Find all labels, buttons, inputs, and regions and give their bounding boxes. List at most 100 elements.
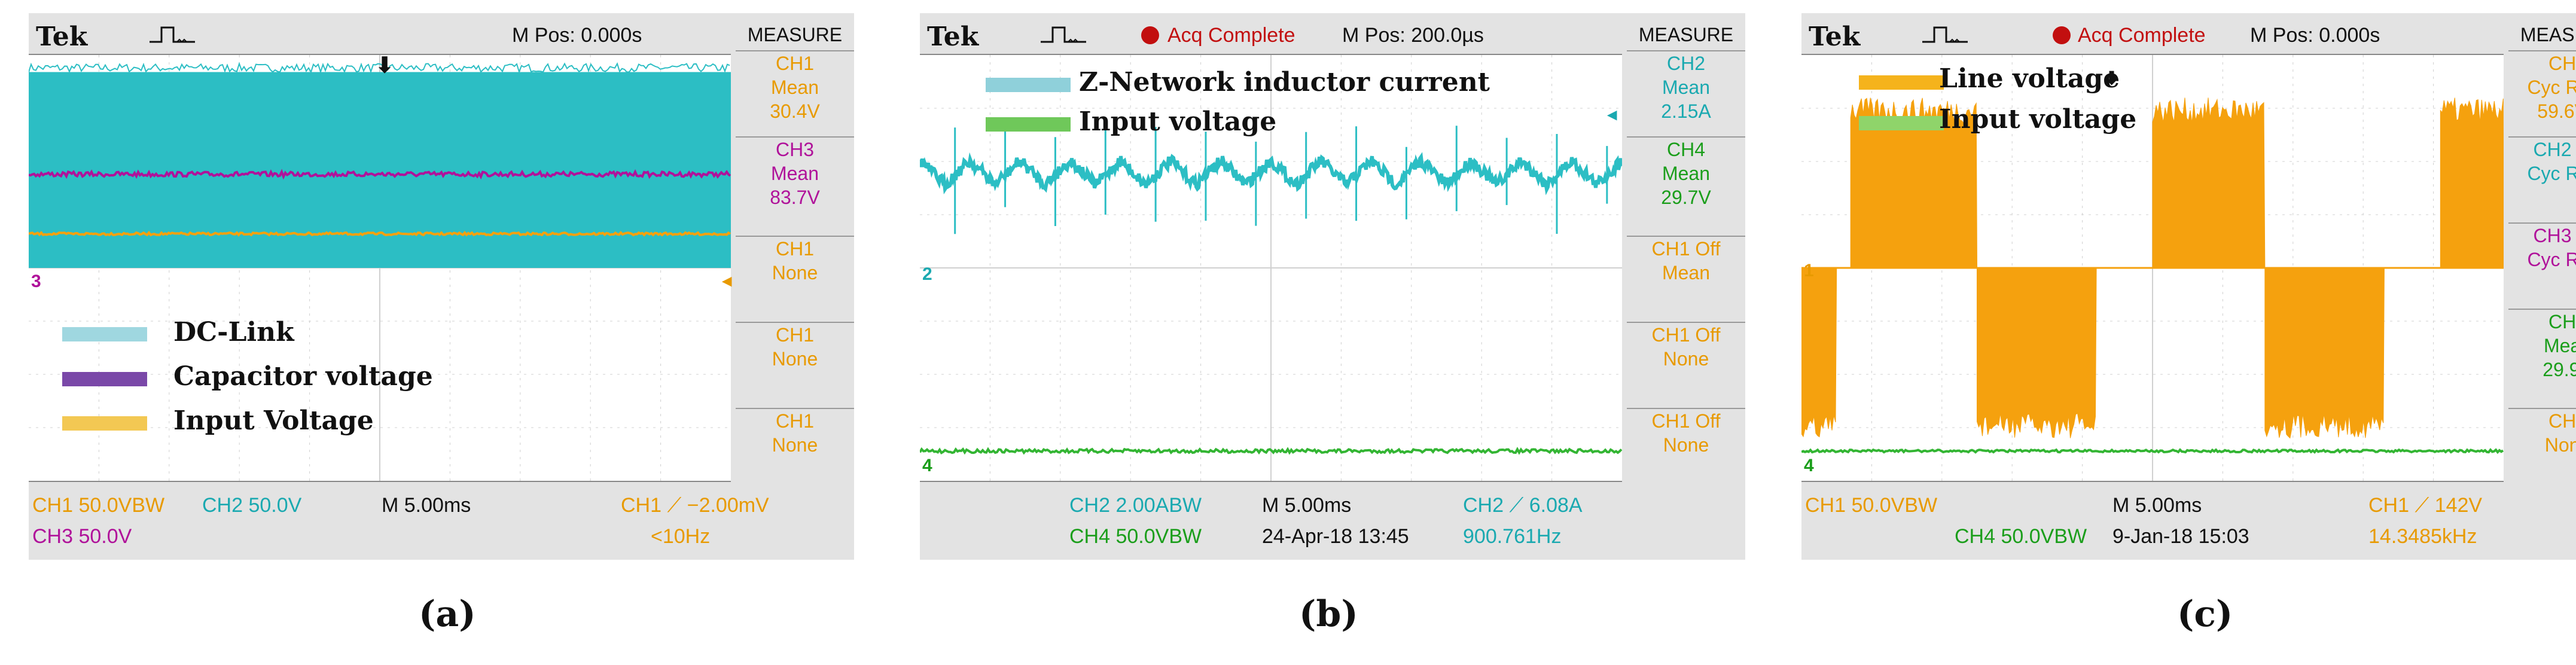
- measure-channel: CH4: [1666, 139, 1705, 160]
- measure-slot-3[interactable]: CH3 Off Cyc RMS: [2508, 222, 2576, 272]
- footer-ch3-scale: CH3 50.0V: [32, 525, 132, 548]
- footer-frequency: 900.761Hz: [1463, 525, 1562, 548]
- measure-slot-5[interactable]: CH1 Off None: [1627, 408, 1745, 457]
- measure-slot-4[interactable]: CH4 Mean 29.9V: [2508, 309, 2576, 382]
- measure-type: None: [1663, 434, 1709, 456]
- footer-ch4-scale: CH4 50.0VBW: [1955, 525, 2087, 548]
- footer-date: 9-Jan-18 15:03: [2112, 525, 2249, 548]
- measure-channel: CH1: [775, 324, 814, 346]
- footer-timebase: M 5.00ms: [382, 494, 471, 517]
- footer-timebase: M 5.00ms: [1262, 494, 1352, 517]
- measure-value: 83.7V: [770, 187, 820, 208]
- measure-value: 29.9V: [2543, 359, 2576, 380]
- legend-swatch-inductor-current: [986, 78, 1071, 92]
- measure-slot-5[interactable]: CH1 None: [2508, 408, 2576, 457]
- acquire-pulse-icon: [1922, 26, 1968, 43]
- acq-status: Acq Complete: [1167, 24, 1295, 47]
- measure-type: None: [772, 348, 818, 370]
- measure-slot-1[interactable]: CH1 Cyc RMS 59.6V?: [2508, 50, 2576, 123]
- footer-date: 24-Apr-18 13:45: [1262, 525, 1409, 548]
- series-line-voltage-block: [2264, 267, 2385, 439]
- series-input-voltage: [29, 230, 731, 237]
- acquire-pulse-icon: [1041, 26, 1086, 43]
- trigger-position-icon: ⬇: [2104, 69, 2120, 89]
- footer-ch4-scale: CH4 50.0VBW: [1069, 525, 1202, 548]
- legend-line-voltage: Line voltage: [1939, 63, 2120, 94]
- measure-channel: CH2 Off: [2533, 139, 2576, 160]
- trigger-level-marker: ◂: [723, 271, 732, 291]
- measure-type: Mean: [770, 77, 819, 98]
- footer-ch1-scale: CH1 50.0VBW: [32, 494, 165, 517]
- legend-input: Input Voltage: [173, 405, 374, 436]
- measure-type: None: [1663, 348, 1709, 370]
- measure-title: MEASURE: [1638, 24, 1734, 45]
- measure-slot-4[interactable]: CH1 Off None: [1627, 322, 1745, 371]
- footer-ch2-scale: CH2 50.0V: [202, 494, 302, 517]
- measure-type: Cyc RMS: [2527, 249, 2576, 270]
- series-line-voltage-block: [1977, 267, 2097, 438]
- legend-inductor-current: Z-Network inductor current: [1079, 67, 1490, 97]
- series-line-voltage-block: [2440, 97, 2504, 269]
- measure-channel: CH3: [775, 139, 814, 160]
- measure-slot-1[interactable]: CH1 Mean 30.4V: [736, 50, 854, 123]
- caption-b: (b): [1299, 593, 1358, 635]
- scope-panel-b: Tek Acq Complete M Pos: 200.0µs MEASURE …: [920, 13, 1745, 560]
- legend-swatch-line-voltage: [1859, 75, 1944, 90]
- acq-status-icon: [2053, 26, 2071, 44]
- series-input-voltage: [1801, 448, 2504, 454]
- footer-frequency: <10Hz: [651, 525, 711, 548]
- channel-marker-1: 1: [1804, 261, 1814, 280]
- measure-type: Mean: [1662, 77, 1711, 98]
- legend-swatch-input-voltage: [1859, 116, 1944, 130]
- legend-input-voltage: Input voltage: [1939, 104, 2137, 135]
- trigger-level-marker: ◂: [1608, 105, 1617, 124]
- measure-type: Mean: [770, 163, 819, 184]
- acq-status: Acq Complete: [2078, 24, 2206, 47]
- scope-panel-a: Tek M Pos: 0.000s MEASURE CH1 Mean 30.4V…: [29, 13, 854, 560]
- series-capacitor-voltage: [29, 169, 731, 180]
- trigger-position-icon: ⬇: [376, 53, 394, 77]
- measure-type: None: [2544, 434, 2576, 456]
- caption-a: (a): [419, 593, 476, 635]
- measure-slot-1[interactable]: CH2 Mean 2.15A: [1627, 50, 1745, 123]
- series-dc-link: [29, 72, 731, 269]
- measure-slot-5[interactable]: CH1 None: [736, 408, 854, 457]
- footer-trigger: CH1 ⟋ 142V: [2368, 494, 2483, 517]
- acquire-pulse-icon: [150, 26, 195, 43]
- measure-slot-2[interactable]: CH3 Mean 83.7V: [736, 136, 854, 209]
- measure-channel: CH1 Off: [1651, 324, 1721, 346]
- measure-slot-3[interactable]: CH1 None: [736, 236, 854, 285]
- acq-status-icon: [1141, 26, 1159, 44]
- measure-type: None: [772, 262, 818, 283]
- measure-channel: CH1: [2548, 53, 2576, 74]
- channel-marker-2: 2: [922, 264, 932, 284]
- series-line-voltage-block: [1850, 97, 1978, 269]
- channel-marker-4: 4: [922, 456, 932, 475]
- measure-title: MEASURE: [747, 24, 843, 45]
- measure-value: 2.15A: [1661, 100, 1711, 122]
- waveform-screen: Line voltage Input voltage: [1801, 54, 2504, 482]
- channel-marker-4: 4: [1804, 456, 1814, 475]
- footer-trigger: CH2 ⟋ 6.08A: [1463, 494, 1583, 517]
- brand-logo: Tek: [36, 22, 88, 52]
- series-dc-link-ripple: [29, 62, 730, 74]
- measure-slot-3[interactable]: CH1 Off Mean: [1627, 236, 1745, 285]
- waveform-screen: DC-Link Capacitor voltage Input Voltage: [29, 54, 731, 482]
- brand-logo: Tek: [1809, 22, 1861, 52]
- measure-value: 59.6V?: [2537, 100, 2576, 122]
- measure-type: None: [772, 434, 818, 456]
- measure-slot-2[interactable]: CH2 Off Cyc RMS: [2508, 136, 2576, 185]
- measure-title: MEASURE: [2520, 24, 2576, 45]
- measure-channel: CH1 Off: [1651, 410, 1721, 432]
- series-line-voltage-block: [2152, 97, 2266, 269]
- waveform-screen: Z-Network inductor current Input voltage: [920, 54, 1622, 482]
- measure-slot-4[interactable]: CH1 None: [736, 322, 854, 371]
- measure-channel: CH1: [775, 53, 814, 74]
- measure-channel: CH1: [2548, 410, 2576, 432]
- measure-slot-2[interactable]: CH4 Mean 29.7V: [1627, 136, 1745, 209]
- channel-marker-3: 3: [31, 272, 41, 291]
- measure-value: 30.4V: [770, 100, 820, 122]
- legend-capacitor: Capacitor voltage: [173, 361, 433, 392]
- legend-swatch-dc-link: [62, 327, 147, 341]
- measure-type: Mean: [1662, 163, 1711, 184]
